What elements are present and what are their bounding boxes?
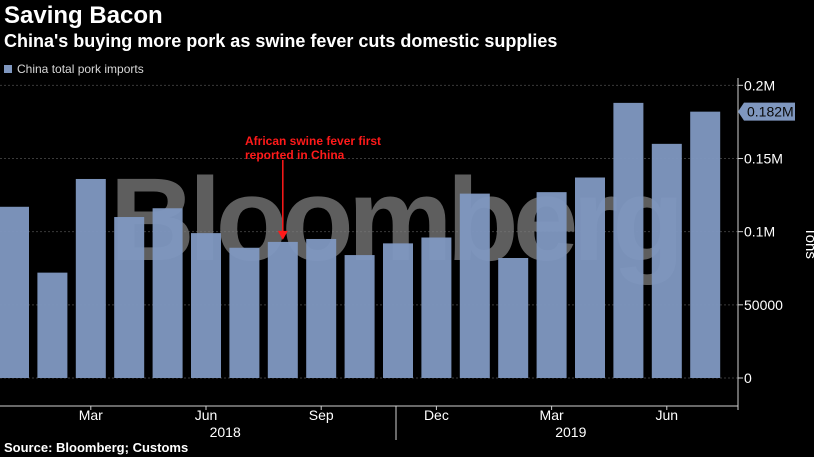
bar (0, 206, 29, 378)
bar (690, 111, 721, 378)
year-label: 2018 (210, 424, 241, 440)
bar (267, 241, 298, 378)
bar (114, 217, 145, 378)
year-label: 2019 (555, 424, 586, 440)
bar (575, 177, 605, 378)
x-tick-label: Jun (656, 407, 679, 423)
bar (651, 143, 682, 378)
bar (306, 238, 337, 378)
y-tick-label: 0.2M (744, 78, 775, 93)
legend-label: China total pork imports (17, 62, 144, 76)
x-tick-label: Dec (424, 407, 449, 423)
bar (459, 193, 490, 378)
legend-swatch (4, 65, 12, 73)
bar (191, 233, 221, 378)
chart-subtitle: China's buying more pork as swine fever … (4, 31, 558, 51)
x-tick-label: Mar (79, 407, 103, 423)
chart-title: Saving Bacon (4, 2, 163, 29)
bar (421, 237, 452, 378)
annotation-arrow-head (277, 230, 288, 240)
bar (498, 258, 529, 378)
bar (152, 208, 183, 378)
y-tick-label: 0.1M (744, 224, 775, 240)
bar (229, 247, 260, 378)
x-tick-label: Mar (540, 407, 564, 423)
bar (75, 178, 106, 378)
source-note: Source: Bloomberg; Customs (4, 440, 189, 455)
y-tick-label: 0.15M (744, 150, 783, 166)
legend: China total pork imports (4, 62, 144, 76)
last-value-badge (738, 102, 795, 121)
y-tick-label: 50000 (744, 297, 783, 313)
annotation-text: reported in China (245, 148, 345, 162)
x-tick-label: Sep (309, 407, 334, 423)
last-value-label: 0.182M (747, 104, 794, 120)
bar (37, 272, 68, 378)
y-axis-title: Tons (802, 227, 814, 259)
bar (344, 255, 375, 378)
x-tick-label: Jun (195, 407, 218, 423)
bar (383, 243, 413, 378)
y-tick-label: 0 (744, 370, 752, 386)
bar (613, 102, 644, 378)
bar (536, 192, 567, 378)
annotation-text: African swine fever first (245, 134, 381, 148)
